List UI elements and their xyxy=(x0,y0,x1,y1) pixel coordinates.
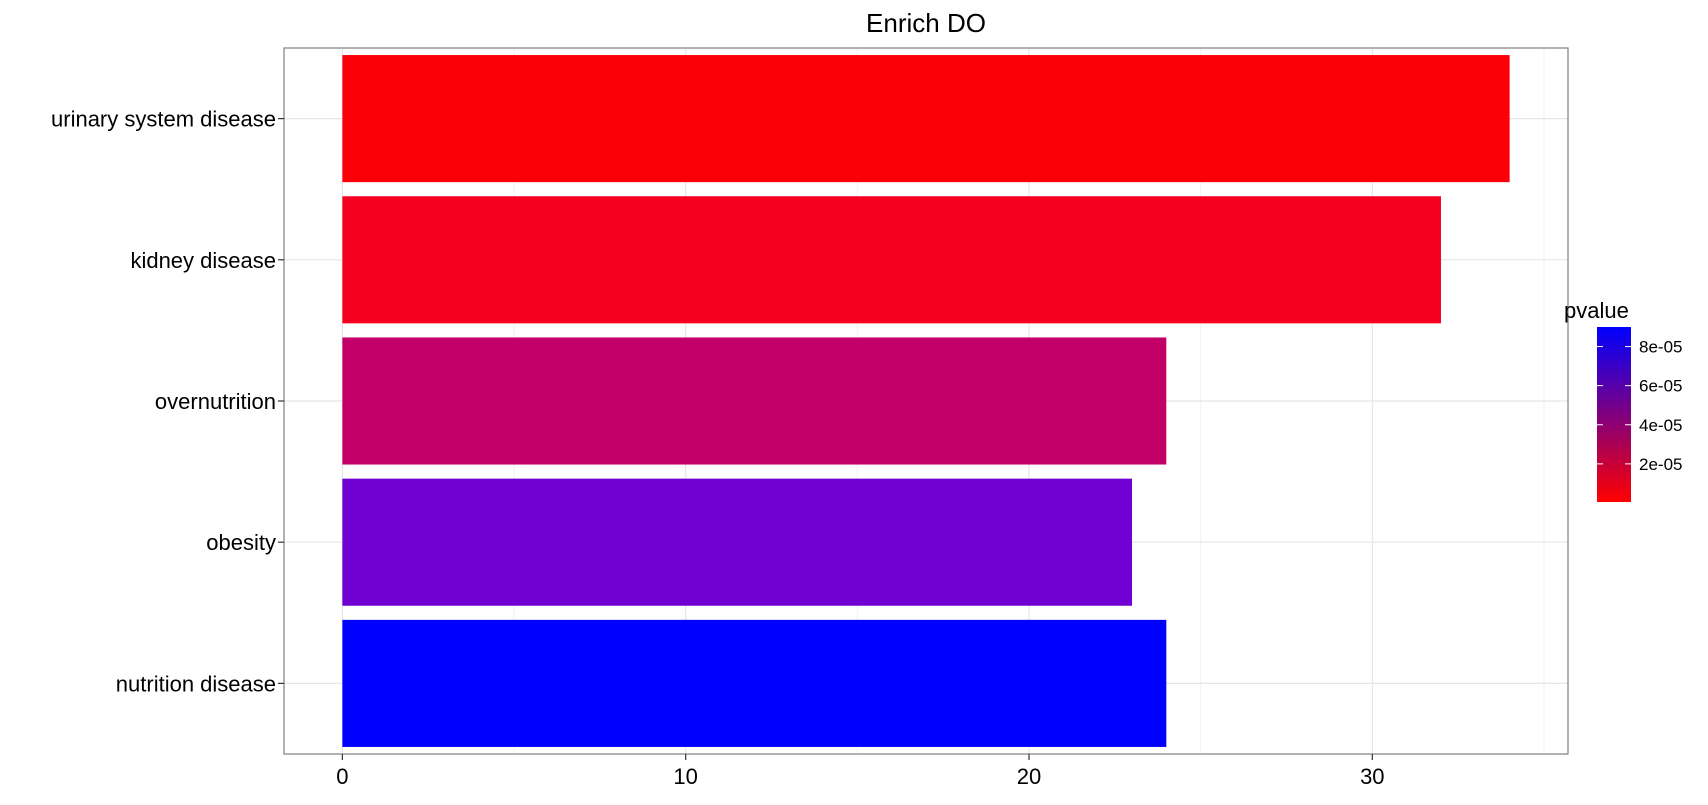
legend-tick-label: 8e-05 xyxy=(1639,338,1682,357)
legend-title: pvalue xyxy=(1564,298,1629,323)
x-tick-label: 30 xyxy=(1360,764,1384,789)
bar xyxy=(342,619,1167,747)
legend-tick-label: 6e-05 xyxy=(1639,377,1682,396)
y-tick-label: obesity xyxy=(206,530,276,555)
legend-colorbar xyxy=(1597,327,1631,502)
x-tick-label: 0 xyxy=(336,764,348,789)
legend: pvalue 8e-05 6e-05 4e-05 2e-05 xyxy=(1564,298,1682,502)
y-tick-label: urinary system disease xyxy=(51,107,276,132)
bar xyxy=(342,337,1167,465)
chart-title: Enrich DO xyxy=(866,8,986,38)
bar xyxy=(342,478,1132,606)
bar xyxy=(342,196,1441,324)
x-tick-label: 20 xyxy=(1017,764,1041,789)
y-tick-label: kidney disease xyxy=(130,248,276,273)
y-tick-label: overnutrition xyxy=(155,389,276,414)
y-tick-label: nutrition disease xyxy=(116,671,276,696)
legend-tick-label: 2e-05 xyxy=(1639,455,1682,474)
bar xyxy=(342,55,1510,183)
x-tick-label: 10 xyxy=(673,764,697,789)
legend-tick-label: 4e-05 xyxy=(1639,416,1682,435)
